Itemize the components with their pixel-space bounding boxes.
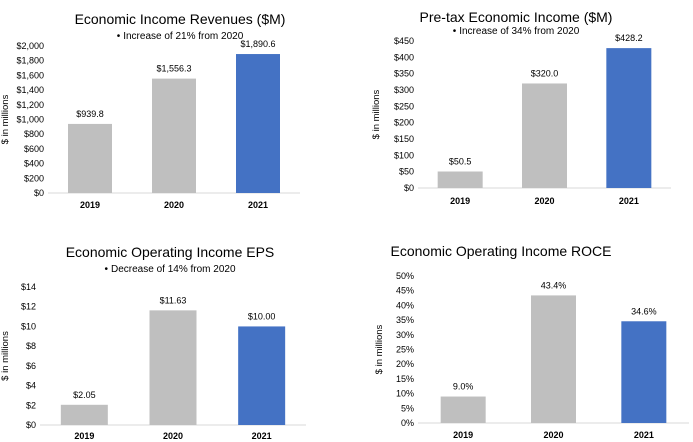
chart-subtitle-text: Increase of 34% from 2020 (459, 26, 580, 37)
data-label: $1,556.3 (156, 64, 191, 74)
x-tick-label: 2020 (534, 196, 554, 206)
y-tick-label: $450 (394, 36, 414, 46)
y-tick-label: $300 (394, 85, 414, 95)
data-label: $50.5 (449, 157, 472, 167)
y-tick-label: $1,400 (16, 85, 44, 95)
bar (621, 321, 667, 423)
y-tick-label: $8 (26, 341, 36, 351)
chart-subtitle: • Increase of 34% from 2020 (452, 26, 580, 37)
chart-title: Economic Operating Income EPS (65, 244, 275, 260)
y-tick-label: 0% (401, 418, 414, 428)
chart-svg: $0 $2 $4 $6 $8 $10 $12 $14 $2.05 2019 $11.63 2020 $1… (0, 282, 306, 441)
x-tick-label: 2019 (74, 431, 94, 441)
bar (236, 54, 280, 194)
y-tick-label: $1,200 (16, 100, 44, 110)
y-tick-label: $0 (404, 183, 414, 193)
y-tick-label: 40% (396, 300, 414, 310)
y-tick-label: $200 (24, 173, 44, 183)
y-tick-label: $10 (21, 321, 36, 331)
y-tick-label: 45% (396, 286, 414, 296)
y-tick-label: $1,600 (16, 70, 44, 80)
y-tick-label: $800 (24, 129, 44, 139)
y-tick-label: $400 (394, 52, 414, 62)
data-label: 43.4% (541, 280, 567, 290)
data-label: $320.0 (531, 68, 559, 78)
x-tick-label: 2021 (634, 430, 654, 440)
y-tick-label: $250 (394, 101, 414, 111)
x-tick-label: 2019 (453, 430, 473, 440)
y-tick-label: 35% (396, 315, 414, 325)
y-tick-label: 20% (396, 359, 414, 369)
chart-subtitle-text: Increase of 21% from 2020 (123, 31, 244, 42)
y-axis-label: $ in millions (374, 324, 385, 374)
y-tick-label: 50% (396, 271, 414, 281)
y-tick-label: $400 (24, 159, 44, 169)
chart-title: Economic Income Revenues ($M) (74, 11, 286, 27)
y-axis-label: $ in millions (0, 331, 11, 381)
x-tick-label: 2019 (450, 196, 470, 206)
x-tick-label: 2019 (80, 200, 100, 210)
data-label: $11.63 (160, 295, 187, 305)
chart-title: Pre-tax Economic Income ($M) (419, 9, 613, 25)
y-tick-label: $1,000 (16, 115, 44, 125)
chart-subtitle: • Increase of 21% from 2020 (116, 31, 244, 42)
x-tick-label: 2021 (252, 431, 272, 441)
bar (440, 396, 486, 423)
chart-panel-4: Economic Operating Income ROCE 0% 5% 10% 15… (346, 221, 693, 442)
chart-title: Economic Operating Income ROCE (390, 243, 612, 259)
x-tick-label: 2021 (248, 200, 268, 210)
y-tick-label: $100 (394, 150, 414, 160)
data-label: $10.00 (248, 311, 276, 321)
y-tick-label: $2 (26, 400, 36, 410)
y-axis-label: $ in millions (371, 89, 382, 139)
y-tick-label: $2,000 (16, 41, 44, 51)
y-tick-label: $1,800 (16, 56, 44, 66)
bar (522, 83, 567, 188)
y-tick-label: 30% (396, 330, 414, 340)
chart-panel-2: Pre-tax Economic Income ($M) • Increase o… (346, 0, 693, 221)
y-tick-label: $350 (394, 69, 414, 79)
bar (149, 310, 197, 425)
x-tick-label: 2021 (619, 196, 639, 206)
y-tick-label: $4 (26, 381, 36, 391)
data-label: $1,890.6 (240, 39, 275, 49)
y-tick-label: $0 (26, 420, 36, 430)
data-label: 9.0% (453, 382, 474, 392)
bar (238, 326, 286, 425)
bar (531, 295, 576, 423)
y-tick-label: 25% (396, 345, 414, 355)
y-tick-label: $600 (24, 144, 44, 154)
y-tick-label: $14 (21, 282, 36, 292)
y-tick-label: $6 (26, 361, 36, 371)
y-tick-label: $0 (34, 188, 44, 198)
y-tick-label: $150 (394, 134, 414, 144)
chart-svg: 0% 5% 10% 15% 20% 25% 30% 35% 40% 45% 50% 9.0% 2019 4… (374, 271, 689, 440)
x-tick-label: 2020 (164, 200, 184, 210)
bar (152, 78, 196, 193)
y-tick-label: $200 (394, 118, 414, 128)
y-tick-label: $50 (399, 167, 414, 177)
y-tick-label: $12 (21, 302, 36, 312)
chart-subtitle-text: Decrease of 14% from 2020 (111, 264, 236, 275)
y-tick-label: 15% (396, 374, 414, 384)
bar (68, 123, 112, 193)
chart-svg: $0 $50 $100 $150 $200 $250 $300 $350 $400 $450 $50… (371, 33, 671, 206)
data-label: $428.2 (615, 33, 643, 43)
y-tick-label: 5% (401, 403, 414, 413)
x-tick-label: 2020 (543, 430, 563, 440)
y-tick-label: 10% (396, 389, 414, 399)
chart-svg: $0 $200 $400 $600 $800 $1,000 $1,200 $1,400 $1,6… (0, 39, 300, 210)
x-tick-label: 2020 (163, 431, 183, 441)
data-label: 34.6% (631, 306, 657, 316)
chart-panel-1: Economic Income Revenues ($M) • Increase … (0, 0, 346, 221)
data-label: $2.05 (73, 390, 96, 400)
chart-subtitle: • Decrease of 14% from 2020 (104, 264, 236, 275)
y-axis-label: $ in millions (0, 94, 11, 144)
bar (60, 404, 108, 425)
data-label: $939.8 (76, 109, 104, 119)
bar (437, 171, 483, 188)
bar (606, 48, 652, 188)
chart-panel-3: Economic Operating Income EPS • Decrease … (0, 221, 346, 442)
